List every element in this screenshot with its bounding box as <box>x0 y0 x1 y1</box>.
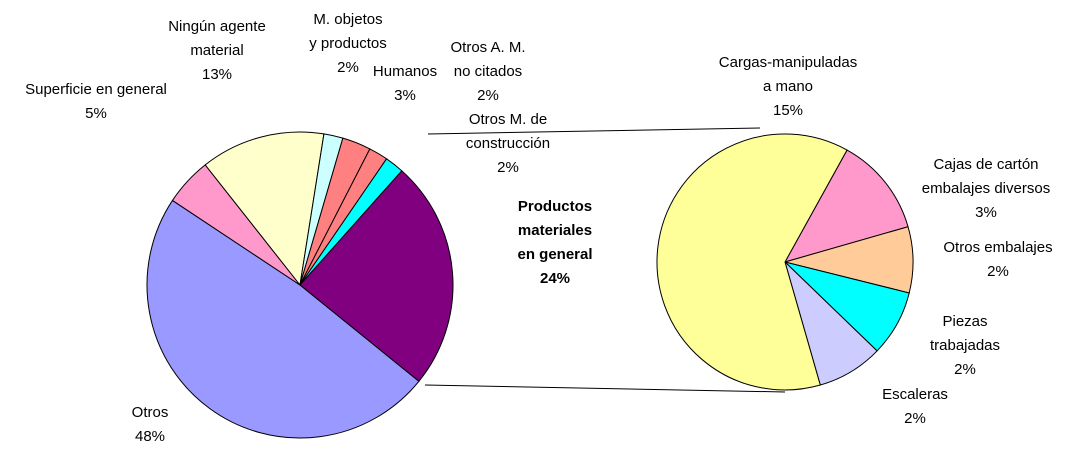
slice-name: Otros <box>131 404 169 421</box>
slice-label: Cajas de cartón embalajes diversos 3% <box>922 153 1050 225</box>
slice-name: Escaleras <box>882 386 948 403</box>
slice-label: Ningún agente material 13% <box>168 15 266 87</box>
slice-value: 24% <box>539 270 571 287</box>
slice-value: 2% <box>337 59 359 76</box>
pie-slice <box>299 170 454 382</box>
pie-slice <box>146 199 420 439</box>
slice-label: Humanos 3% <box>373 60 437 108</box>
slice-value: 2% <box>477 87 499 104</box>
slice-name: Humanos <box>372 63 438 80</box>
slice-value: 2% <box>954 361 976 378</box>
slice-value: 15% <box>772 102 804 119</box>
slice-name: M. objetos y productos <box>309 11 387 52</box>
slice-label: Otros A. M. no citados 2% <box>450 36 525 108</box>
pie-slice <box>783 149 909 263</box>
slice-name: Cajas de cartón embalajes diversos <box>921 156 1051 197</box>
slice-name: Ningún agente material <box>168 18 266 59</box>
slice-label: Productos materiales en general 24% <box>517 195 592 291</box>
slice-name: Otros A. M. no citados <box>450 39 526 80</box>
slice-name: Superficie en general <box>25 81 167 98</box>
slice-value: 3% <box>975 204 997 221</box>
slice-name: Otros M. de construcción <box>465 111 551 152</box>
slice-label: M. objetos y productos 2% <box>309 8 387 80</box>
slice-label: Escaleras 2% <box>882 383 948 431</box>
slice-name: Otros embalajes <box>943 239 1053 256</box>
slice-value: 48% <box>134 428 166 445</box>
slice-label: Cargas-manipuladas a mano 15% <box>719 51 857 123</box>
connector-line <box>424 384 786 393</box>
slice-value: 2% <box>987 263 1009 280</box>
slice-name: Productos materiales en general <box>517 198 593 263</box>
slice-value: 2% <box>904 410 926 427</box>
slice-label: Otros embalajes 2% <box>943 236 1052 284</box>
slice-value: 2% <box>497 159 519 176</box>
slice-label: Otros M. de construcción 2% <box>466 108 550 180</box>
slice-value: 5% <box>85 105 107 122</box>
slice-name: Piezas trabajadas <box>929 313 1001 354</box>
pie-slice <box>204 131 325 287</box>
connector-line <box>427 127 761 135</box>
slice-name: Cargas-manipuladas a mano <box>718 54 858 95</box>
slice-value: 3% <box>394 87 416 104</box>
slice-label: Superficie en general 5% <box>25 78 167 126</box>
slice-value: 13% <box>201 66 233 83</box>
slice-label: Piezas trabajadas 2% <box>930 310 1000 382</box>
pie-slice <box>656 133 848 391</box>
slice-label: Otros 48% <box>132 401 169 449</box>
